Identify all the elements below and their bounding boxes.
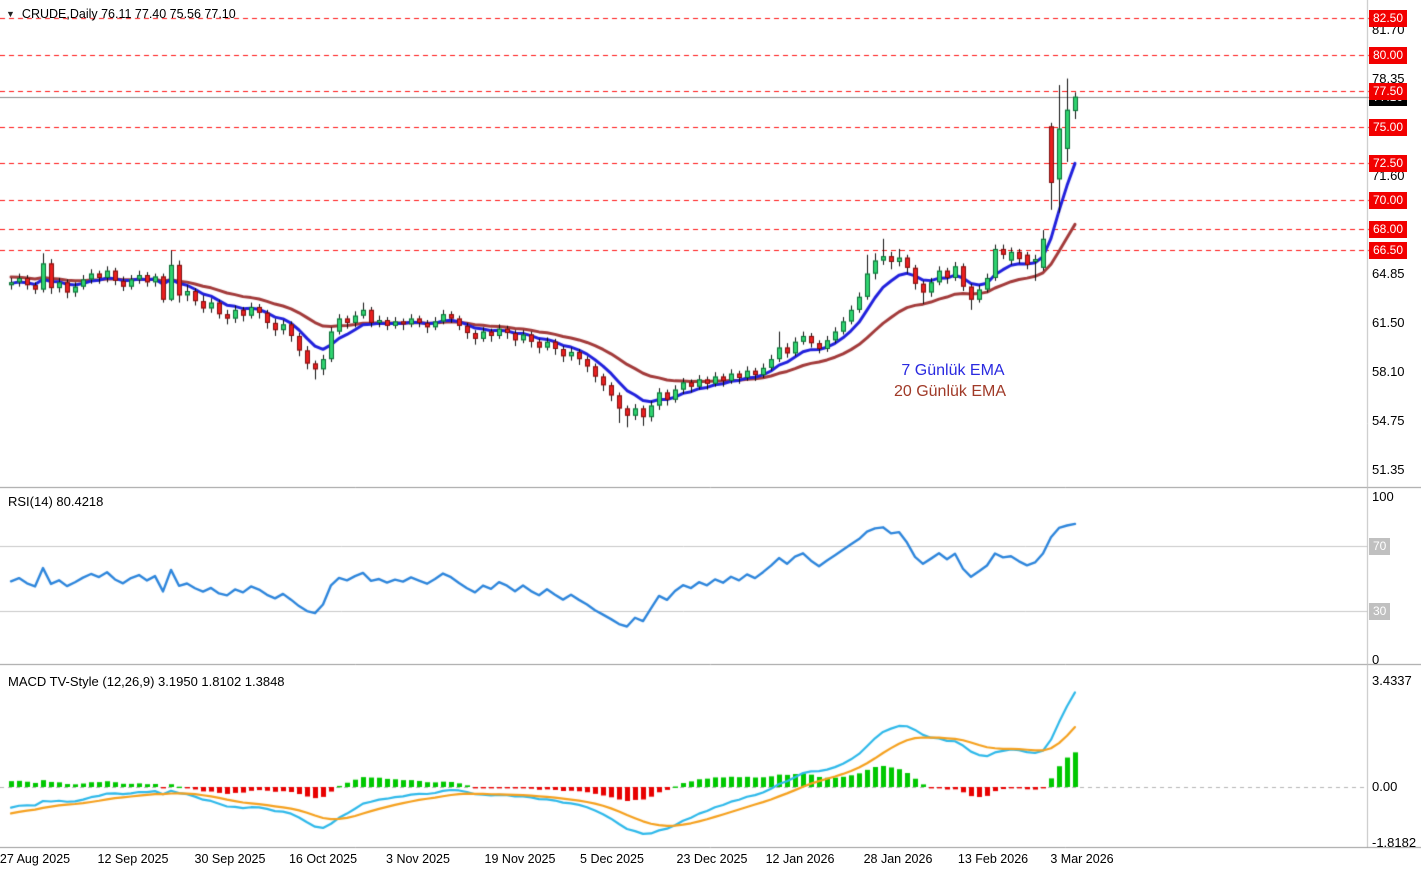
price-level-badge[interactable]: 72.50 xyxy=(1369,155,1408,173)
price-level-badge[interactable]: 82.50 xyxy=(1369,10,1408,28)
chart-title: CRUDE,Daily 76.11 77.40 75.56 77.10 xyxy=(21,7,236,21)
price-level-badge[interactable]: 70.00 xyxy=(1369,191,1408,209)
price-level-badge[interactable]: 80.00 xyxy=(1369,46,1408,64)
price-level-badge[interactable]: 66.50 xyxy=(1369,242,1408,260)
macd-indicator-label: MACD TV-Style (12,26,9) 3.1950 1.8102 1.… xyxy=(8,674,285,689)
price-level-badge[interactable]: 68.00 xyxy=(1369,220,1408,238)
price-level-badge[interactable]: 77.50 xyxy=(1369,82,1408,100)
chart-title-bar: ▼ CRUDE,Daily 76.11 77.40 75.56 77.10 xyxy=(6,7,236,21)
price-level-badge[interactable]: 75.00 xyxy=(1369,119,1408,137)
symbol-dropdown-icon[interactable]: ▼ xyxy=(6,9,15,19)
rsi-indicator-label: RSI(14) 80.4218 xyxy=(8,494,104,509)
